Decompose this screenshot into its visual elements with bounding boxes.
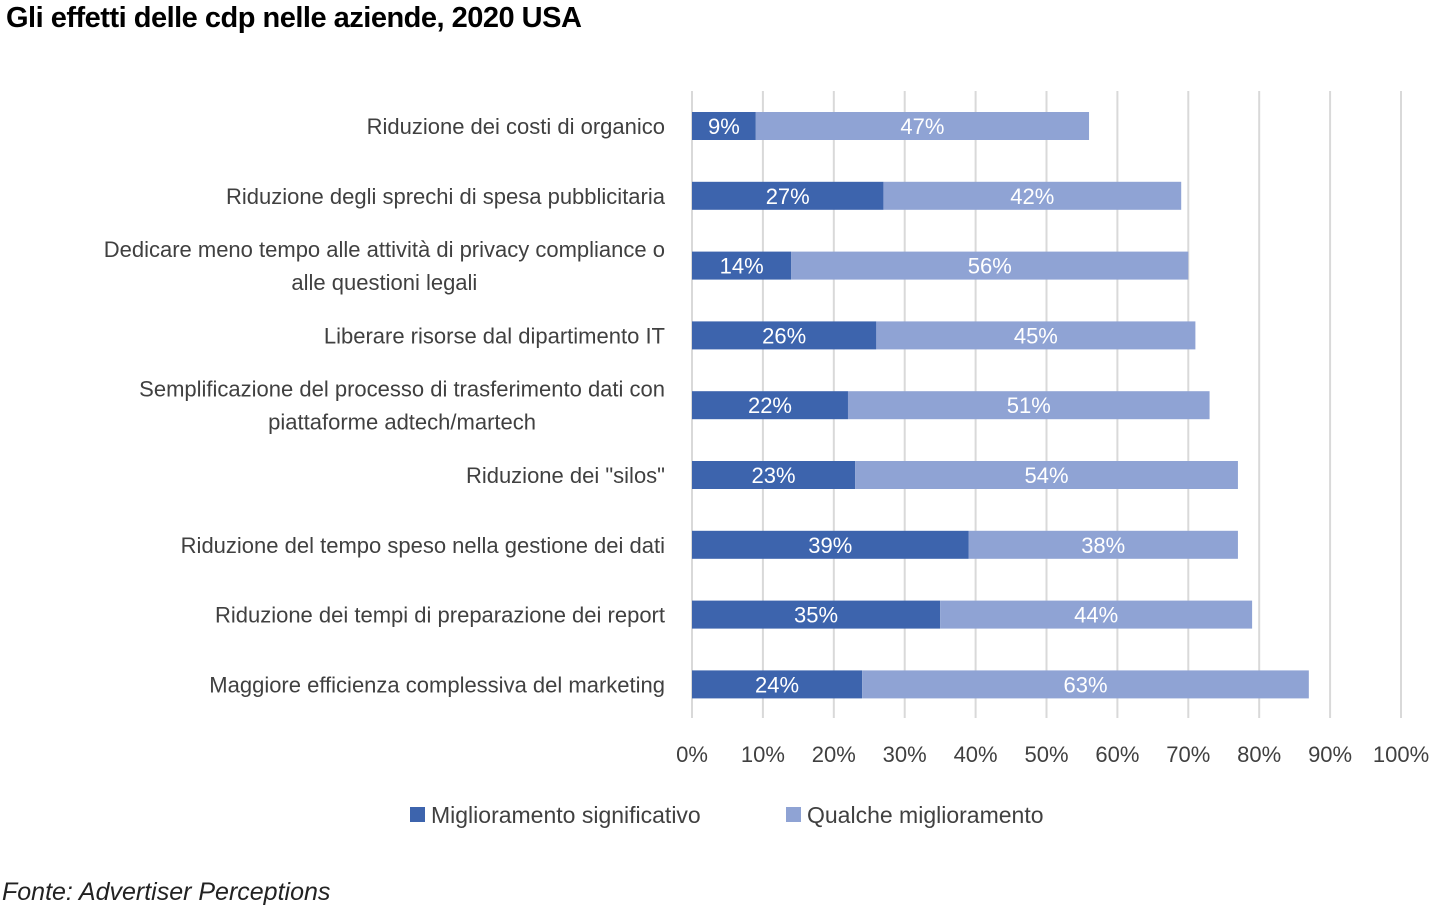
category-label: Riduzione dei costi di organico xyxy=(367,114,665,139)
category-label-line: Riduzione degli sprechi di spesa pubblic… xyxy=(226,184,666,209)
bar-segment-significativo xyxy=(692,112,756,140)
category-label: Maggiore efficienza complessiva del mark… xyxy=(209,672,665,697)
bar-value-label: 45% xyxy=(1014,323,1058,348)
category-label: Riduzione dei "silos" xyxy=(466,463,665,488)
x-tick-label: 90% xyxy=(1308,742,1352,767)
bar-segment-qualche xyxy=(791,251,1189,280)
x-tick-label: 50% xyxy=(1024,742,1068,767)
x-tick-label: 40% xyxy=(954,742,998,767)
bar-value-label: 22% xyxy=(748,393,792,418)
bar-value-label: 27% xyxy=(766,184,810,209)
x-axis-ticks: 0% 10% 20% 30% 40% 50% 60% 70% 80% 90% 100% xyxy=(676,742,1429,767)
bar-value-label: 63% xyxy=(1063,672,1107,697)
bar-segment-qualche xyxy=(968,530,1238,559)
category-label-line: Riduzione del tempo speso nella gestione… xyxy=(181,533,665,558)
legend-label: Qualche miglioramento xyxy=(807,802,1044,828)
x-tick-label: 100% xyxy=(1373,742,1429,767)
bar-row: 14% 56% xyxy=(692,251,1189,280)
x-tick-label: 60% xyxy=(1095,742,1139,767)
bar-value-label: 9% xyxy=(708,114,740,139)
bar-segment-qualche xyxy=(883,181,1182,210)
bar-segment-significativo xyxy=(692,321,877,350)
bar-row: 27% 42% xyxy=(692,181,1182,210)
legend-swatch xyxy=(410,807,425,822)
category-label-line: Riduzione dei "silos" xyxy=(466,463,665,488)
legend-item: Miglioramento significativo xyxy=(410,802,701,828)
bar-segment-significativo xyxy=(692,670,863,699)
bar-row: 22% 51% xyxy=(692,391,1210,420)
bar-value-label: 26% xyxy=(762,323,806,348)
source-note: Fonte: Advertiser Perceptions xyxy=(2,878,331,906)
bar-segment-significativo xyxy=(692,600,941,629)
bars: 9% 47% 27% 42% 14% 56% 26% 45% 22% 51% 23% 54% 39% 38… xyxy=(692,112,1309,699)
category-label: Semplificazione del processo di trasferi… xyxy=(139,377,665,435)
category-label: Riduzione degli sprechi di spesa pubblic… xyxy=(226,184,666,209)
category-label: Liberare risorse dal dipartimento IT xyxy=(324,323,665,348)
bar-value-label: 23% xyxy=(752,463,796,488)
bar-value-label: 35% xyxy=(794,603,838,628)
category-label-line: Liberare risorse dal dipartimento IT xyxy=(324,323,665,348)
bar-segment-qualche xyxy=(847,391,1210,420)
bar-value-label: 54% xyxy=(1024,463,1068,488)
bar-segment-qualche xyxy=(862,670,1309,699)
x-tick-label: 20% xyxy=(812,742,856,767)
bar-value-label: 14% xyxy=(720,254,764,279)
bar-value-label: 38% xyxy=(1081,533,1125,558)
x-tick-label: 80% xyxy=(1237,742,1281,767)
bar-segment-qualche xyxy=(855,461,1238,489)
bar-segment-qualche xyxy=(876,321,1196,350)
bar-value-label: 47% xyxy=(900,114,944,139)
category-label-line: Semplificazione del processo di trasferi… xyxy=(139,377,665,402)
category-label: Dedicare meno tempo alle attività di pri… xyxy=(104,237,665,295)
category-label-line: Dedicare meno tempo alle attività di pri… xyxy=(104,237,665,262)
x-tick-label: 10% xyxy=(741,742,785,767)
bar-segment-qualche xyxy=(940,600,1253,629)
bar-segment-significativo xyxy=(692,391,848,420)
category-label-line: Riduzione dei tempi di preparazione dei … xyxy=(215,603,665,628)
bar-value-label: 39% xyxy=(808,533,852,558)
bar-row: 24% 63% xyxy=(692,670,1309,699)
legend: Miglioramento significativo Qualche migli… xyxy=(410,802,1044,828)
category-label: Riduzione dei tempi di preparazione dei … xyxy=(215,603,665,628)
bar-value-label: 42% xyxy=(1010,184,1054,209)
bar-value-label: 51% xyxy=(1007,393,1051,418)
bar-value-label: 24% xyxy=(755,672,799,697)
bar-segment-significativo xyxy=(692,251,792,280)
chart-title: Gli effetti delle cdp nelle aziende, 202… xyxy=(6,2,582,34)
category-label-line: Maggiore efficienza complessiva del mark… xyxy=(209,672,665,697)
x-tick-label: 70% xyxy=(1166,742,1210,767)
bar-segment-significativo xyxy=(692,181,884,210)
category-label-line: Riduzione dei costi di organico xyxy=(367,114,665,139)
bar-row: 26% 45% xyxy=(692,321,1196,350)
bar-row: 23% 54% xyxy=(692,461,1238,489)
bar-row: 9% 47% xyxy=(692,112,1090,140)
bar-value-label: 56% xyxy=(968,254,1012,279)
bar-row: 35% 44% xyxy=(692,600,1253,629)
bar-row: 39% 38% xyxy=(692,530,1238,559)
bar-segment-qualche xyxy=(755,112,1090,140)
x-tick-label: 0% xyxy=(676,742,708,767)
bar-segment-significativo xyxy=(692,530,969,559)
category-label-line: alle questioni legali xyxy=(291,270,477,295)
category-label: Riduzione del tempo speso nella gestione… xyxy=(181,533,665,558)
bar-value-label: 44% xyxy=(1074,603,1118,628)
category-label-line: piattaforme adtech/martech xyxy=(268,410,536,435)
legend-label: Miglioramento significativo xyxy=(431,802,701,828)
legend-swatch xyxy=(786,807,801,822)
legend-item: Qualche miglioramento xyxy=(786,802,1044,828)
category-labels: Riduzione dei costi di organico Riduzione… xyxy=(104,114,666,697)
bar-segment-significativo xyxy=(692,461,856,489)
x-tick-label: 30% xyxy=(883,742,927,767)
